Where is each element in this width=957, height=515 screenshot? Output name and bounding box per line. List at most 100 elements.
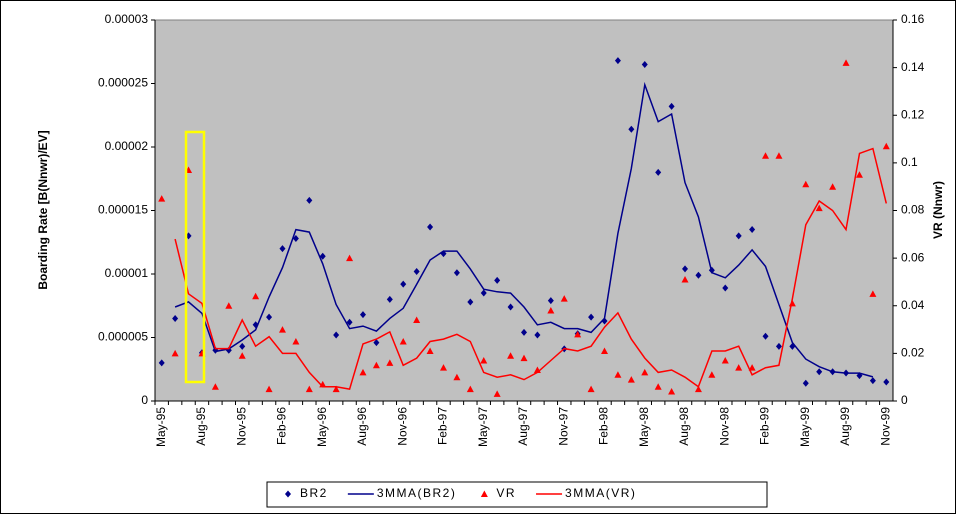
x-tick-label: Feb-98: [597, 407, 611, 445]
diamond-marker: [722, 284, 729, 292]
x-tick-label: May-99: [798, 407, 812, 447]
y2-tick-label: 0: [901, 393, 908, 407]
triangle-marker: [480, 490, 488, 497]
diamond-marker: [507, 303, 514, 311]
legend-label: 3MMA(VR): [565, 486, 636, 500]
y-tick-label: 0.000005: [98, 330, 148, 344]
triangle-marker: [601, 347, 609, 354]
triangle-marker: [694, 385, 702, 393]
diamond-marker: [279, 245, 286, 253]
highlight-box: [184, 130, 206, 384]
y2-axis-title: VR (Nnwr): [931, 181, 945, 239]
x-tick-label: Feb-97: [436, 407, 450, 445]
triangle-marker: [855, 171, 863, 178]
diamond-marker: [762, 332, 769, 340]
triangle-marker: [520, 354, 528, 362]
diamond-marker: [883, 378, 890, 386]
triangle-marker: [668, 387, 676, 395]
triangle-marker: [842, 59, 850, 66]
y2-tick-label: 0.04: [901, 298, 925, 312]
y2-tick-label: 0.14: [901, 60, 925, 74]
diamond-marker: [735, 232, 742, 240]
diamond-marker: [682, 265, 689, 273]
x-tick-label: Nov-97: [556, 407, 570, 446]
triangle-marker: [748, 364, 756, 371]
triangle-marker: [587, 385, 595, 393]
y-tick-label: 0.00002: [105, 139, 149, 153]
triangle-marker: [614, 371, 622, 378]
triangle-marker: [869, 290, 877, 297]
triangle-marker: [265, 385, 273, 393]
diamond-marker: [413, 267, 420, 275]
y2-tick-label: 0.02: [901, 346, 925, 360]
triangle-marker: [627, 376, 635, 383]
diamond-marker: [775, 342, 782, 350]
x-tick-label: Nov-99: [878, 407, 892, 446]
series-line: [174, 81, 874, 378]
legend-box: [266, 481, 768, 508]
y2-tick-label: 0.06: [901, 250, 925, 264]
diamond-marker: [628, 125, 635, 133]
diamond-marker: [306, 196, 313, 204]
triangle-marker: [211, 383, 219, 390]
diamond-marker: [655, 168, 662, 176]
triangle-marker: [802, 180, 810, 188]
legend-label: 3MMA(BR2): [377, 486, 457, 500]
diamond-marker: [547, 297, 554, 305]
diamond-marker: [749, 226, 756, 234]
x-tick-label: Feb-96: [275, 407, 289, 445]
triangle-marker: [453, 373, 461, 381]
triangle-marker: [574, 330, 582, 338]
diamond-marker: [695, 271, 702, 279]
triangle-marker: [560, 295, 568, 302]
y-axis-title: Boarding Rate [B(Nnwr)/EV]: [36, 130, 50, 289]
triangle-marker: [225, 302, 233, 309]
triangle-marker: [399, 337, 407, 345]
triangle-marker: [386, 359, 394, 366]
diamond-marker: [239, 342, 246, 350]
diamond-marker: [467, 298, 474, 306]
triangle-marker: [815, 204, 823, 212]
triangle-marker: [547, 307, 555, 314]
legend-label: VR: [496, 486, 516, 500]
triangle-marker: [278, 326, 286, 333]
triangle-marker: [359, 368, 367, 376]
triangle-marker: [775, 152, 783, 159]
diamond-marker: [266, 313, 273, 321]
diamond-marker: [172, 314, 179, 322]
plot-area: [154, 19, 894, 402]
diamond-marker: [816, 368, 823, 376]
triangle-marker: [829, 183, 837, 190]
x-tick-label: Aug-96: [355, 407, 369, 446]
diamond-marker: [359, 311, 366, 319]
x-tick-label: May-97: [476, 407, 490, 447]
diamond-marker: [480, 289, 487, 297]
x-tick-label: Aug-98: [677, 407, 691, 446]
legend-label: BR2: [300, 486, 328, 500]
triangle-marker: [480, 357, 488, 364]
triangle-marker: [466, 385, 474, 393]
y-tick-label: 0.00001: [105, 266, 149, 280]
diamond-marker: [427, 223, 434, 231]
triangle-marker: [413, 316, 421, 324]
y-tick-label: 0.000025: [98, 76, 148, 90]
diamond-marker: [400, 280, 407, 288]
x-tick-label: Aug-97: [516, 407, 530, 446]
y2-tick-label: 0.1: [901, 155, 918, 169]
triangle-marker: [681, 276, 689, 283]
triangle-marker: [292, 337, 300, 345]
x-tick-label: May-98: [637, 407, 651, 447]
triangle-marker: [238, 352, 246, 359]
x-tick-label: Nov-95: [234, 407, 248, 446]
diamond-marker: [373, 339, 380, 347]
x-tick-label: Aug-99: [838, 407, 852, 446]
diamond-marker: [333, 331, 340, 339]
y-tick-label: 0.000015: [98, 203, 148, 217]
diamond-marker: [521, 328, 527, 336]
diamond-marker: [386, 295, 393, 303]
triangle-marker: [641, 368, 649, 376]
triangle-marker: [171, 349, 179, 357]
diamond-marker: [453, 269, 460, 277]
y2-tick-label: 0.08: [901, 203, 925, 217]
